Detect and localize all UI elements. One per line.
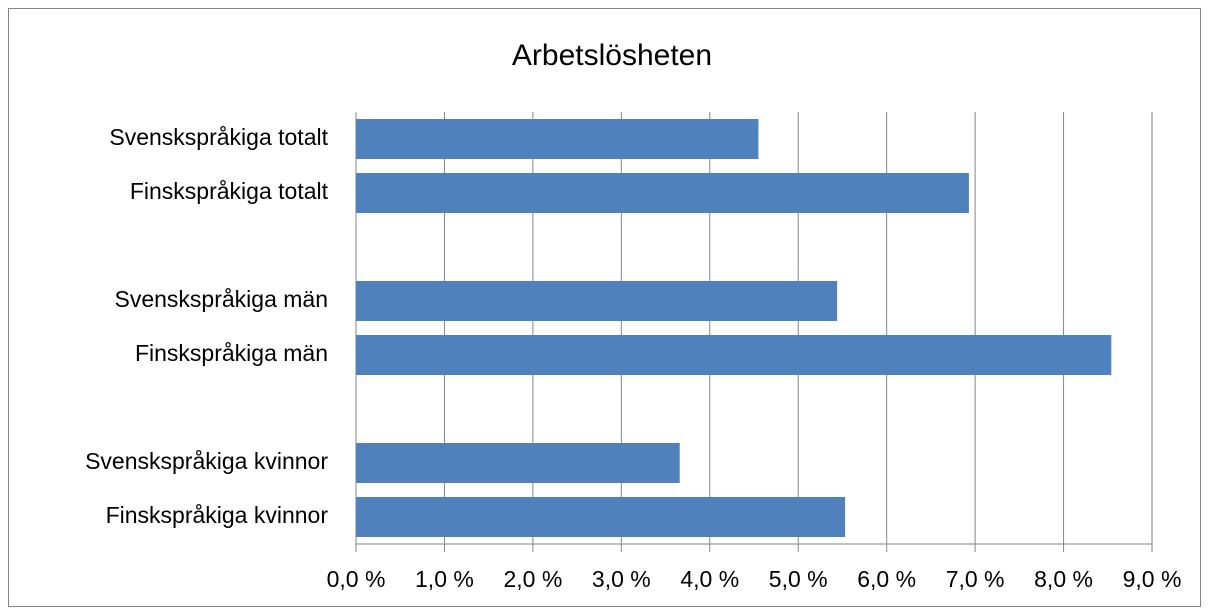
- x-tick-label: 0,0 %: [327, 566, 386, 592]
- chart-title: Arbetslösheten: [512, 39, 712, 72]
- x-tick-label: 1,0 %: [415, 566, 474, 592]
- y-tick-label: Finskspråkiga kvinnor: [106, 502, 329, 528]
- y-tick-label: Svenskspråkiga män: [115, 286, 329, 312]
- x-tick-label: 7,0 %: [946, 566, 1005, 592]
- x-tick-label: 3,0 %: [592, 566, 651, 592]
- y-tick-label: Svenskspråkiga kvinnor: [85, 448, 328, 474]
- x-tick-label: 4,0 %: [680, 566, 739, 592]
- y-tick-label: Svenskspråkiga totalt: [109, 124, 328, 150]
- bar: [356, 497, 846, 537]
- bar: [356, 173, 969, 213]
- bar: [356, 335, 1112, 375]
- x-tick-label: 9,0 %: [1123, 566, 1182, 592]
- y-tick-label: Finskspråkiga män: [135, 340, 328, 366]
- bar: [356, 119, 759, 159]
- bar: [356, 281, 838, 321]
- x-tick-label: 2,0 %: [503, 566, 562, 592]
- y-tick-label: Finskspråkiga totalt: [130, 178, 329, 204]
- x-tick-label: 6,0 %: [857, 566, 916, 592]
- bar: [356, 443, 680, 483]
- x-tick-label: 5,0 %: [769, 566, 828, 592]
- x-tick-label: 8,0 %: [1034, 566, 1093, 592]
